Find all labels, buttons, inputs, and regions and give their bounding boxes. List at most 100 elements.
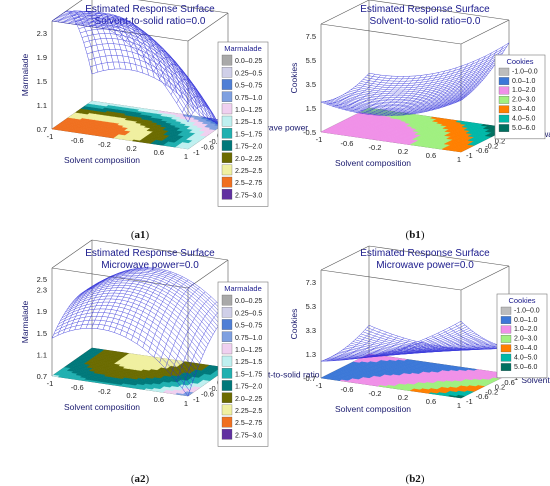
mesh-line — [91, 267, 229, 315]
caption-paren: ) — [146, 473, 150, 485]
y-tick-label: -0.2 — [485, 141, 498, 150]
legend-swatch — [498, 77, 510, 85]
box-edge — [137, 0, 229, 14]
legend-title: Marmalade — [224, 284, 262, 293]
mesh-line — [352, 341, 494, 353]
x-tick-label: 0.2 — [126, 391, 136, 400]
legend-entry: 0.0–0.25 — [235, 298, 262, 305]
mesh-line — [56, 315, 194, 382]
mesh-line — [83, 38, 220, 127]
mesh-line — [346, 75, 488, 100]
z-tick-label: 5.5 — [306, 56, 316, 65]
legend-title: Cookies — [506, 57, 533, 66]
x-axis-label: Solvent composition — [64, 402, 140, 412]
x-tick-label: -0.2 — [98, 140, 111, 149]
legend-swatch — [221, 54, 233, 66]
mesh-line — [68, 292, 205, 352]
mesh-line — [73, 284, 210, 342]
mesh-line — [88, 55, 225, 124]
legend-entry: 2.0–3.0 — [514, 336, 537, 343]
mesh-line — [53, 19, 190, 119]
mesh-line — [63, 301, 200, 364]
legend-title: Marmalade — [224, 44, 262, 53]
legend-entry: 1.75–2.0 — [235, 144, 262, 151]
legend-swatch — [221, 176, 233, 188]
box-edge — [187, 259, 229, 289]
caption-paren: ( — [406, 473, 410, 485]
mesh-line — [80, 28, 217, 121]
mesh-line — [322, 322, 464, 361]
mesh-line — [332, 90, 474, 110]
z-tick-label: 1.5 — [37, 77, 47, 86]
caption-letter: a2 — [135, 473, 147, 485]
z-tick-label: 1.3 — [306, 350, 316, 359]
y-tick-label: -0.6 — [476, 392, 489, 401]
legend-title: Cookies — [508, 296, 535, 305]
mesh-line — [354, 64, 496, 93]
mesh-line — [81, 33, 219, 124]
z-tick-label: 2.3 — [37, 29, 47, 38]
z-tick-label: 1.5 — [306, 104, 316, 113]
mesh-line — [159, 287, 200, 363]
mesh-line — [325, 324, 466, 360]
mesh-line — [51, 288, 93, 339]
legend-entry: 2.0–3.0 — [512, 97, 535, 104]
x-axis-label: Solvent composition — [335, 404, 411, 414]
legend-swatch — [500, 316, 512, 324]
z-tick-label: 1.1 — [37, 350, 47, 359]
caption-paren: ( — [406, 229, 410, 241]
box-edge — [51, 267, 189, 289]
legend-entry: 4.0–5.0 — [512, 115, 535, 122]
y-tick-label: -0.2 — [209, 384, 222, 393]
legend: Marmalade 0.0–0.25 0.25–0.5 0.5–0.75 0.75–1.… — [217, 41, 269, 207]
mesh-line — [90, 61, 227, 123]
legend-swatch — [500, 306, 512, 315]
legend-entry: 1.0–2.0 — [514, 326, 537, 333]
chart-title: Estimated Response Surface — [85, 4, 215, 15]
legend-swatch — [221, 140, 233, 151]
mesh-line — [350, 69, 492, 97]
z-tick-label: 7.5 — [306, 32, 316, 41]
mesh-line — [368, 42, 510, 77]
legend-swatch — [221, 343, 233, 355]
x-tick-label: -0.2 — [98, 387, 111, 396]
mesh-line — [364, 49, 506, 82]
legend-swatch — [221, 392, 233, 403]
mesh-line — [78, 24, 215, 117]
mesh-line — [320, 100, 462, 116]
y-tick-label: -1 — [466, 397, 473, 406]
chart-subtitle: Solvent-to-solid ratio=0.0 — [95, 16, 206, 27]
mesh-line — [344, 77, 486, 102]
mesh-line — [91, 68, 229, 122]
panel-caption: (a1) — [131, 229, 150, 241]
legend-entry: 0.5–0.75 — [235, 83, 262, 90]
x-axis-label: Solvent composition — [335, 158, 411, 168]
mesh-line — [358, 335, 500, 351]
x-tick-label: 0.2 — [398, 393, 408, 402]
caption-letter: b2 — [409, 473, 421, 485]
legend-entry: 0.75–1.0 — [235, 95, 262, 102]
mesh-line — [58, 16, 195, 111]
mesh-line — [368, 324, 510, 350]
legend-entry: 0.0–0.25 — [235, 58, 262, 65]
legend-entry: 0.25–0.5 — [235, 310, 262, 317]
x-tick-label: -1 — [47, 132, 54, 141]
box-edge — [460, 265, 510, 291]
z-tick-label: -0.5 — [303, 128, 316, 137]
mesh-line — [53, 323, 190, 392]
mesh-line — [356, 337, 498, 352]
surface-mesh — [51, 10, 229, 128]
legend-swatch — [221, 294, 233, 306]
box-edge — [91, 239, 229, 261]
x-tick-label: -0.6 — [341, 139, 354, 148]
legend-swatch — [498, 124, 510, 132]
z-tick-label: 0.7 — [37, 372, 47, 381]
legend-swatch — [221, 416, 233, 428]
y-tick-label: -0.2 — [485, 387, 498, 396]
z-tick-label: 5.3 — [306, 302, 316, 311]
z-tick-label: 1.1 — [37, 101, 47, 110]
mesh-line — [85, 43, 222, 126]
x-tick-label: 1 — [184, 399, 188, 408]
legend-entry: 0.5–0.75 — [235, 323, 262, 330]
legend-entry: 2.25–2.5 — [235, 408, 262, 415]
